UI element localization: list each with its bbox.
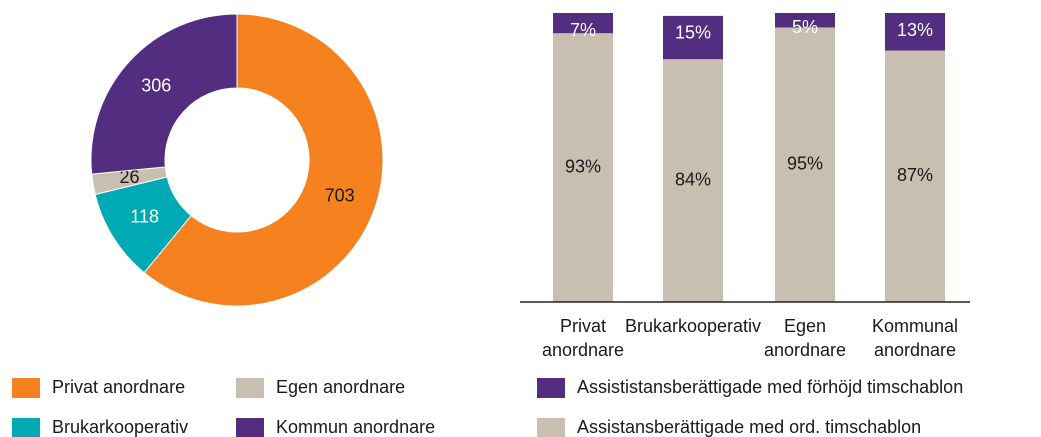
x-tick-label: Privat anordnare	[542, 316, 624, 360]
bar-segment	[553, 13, 613, 34]
bar-segment	[663, 59, 723, 302]
bar-segment	[775, 13, 835, 28]
x-tick-label: Kommunal anordnare	[872, 316, 958, 360]
legend-label: Assististansberättigade med förhöjd tims…	[577, 377, 963, 397]
bar-label: 15%	[675, 23, 711, 43]
bar-label: 84%	[675, 169, 711, 189]
legend-swatch	[12, 418, 40, 437]
legend-label: Assistansberättigade med ord. timschablo…	[577, 417, 921, 437]
bar-segment	[663, 15, 723, 60]
bar-segment	[885, 13, 945, 51]
legend-swatch	[12, 378, 40, 398]
legend-label: Egen anordnare	[276, 377, 405, 397]
legend-label: Privat anordnare	[52, 377, 185, 397]
slice-label: 26	[120, 167, 140, 187]
bar-label: 95%	[787, 153, 823, 173]
legend-swatch	[537, 418, 565, 437]
slice-label: 118	[130, 207, 159, 227]
donut-slice	[143, 13, 384, 307]
donut-slice	[90, 13, 238, 175]
legend-label: Brukarkooperativ	[52, 417, 188, 437]
x-tick-label: Brukarkooperativ	[625, 316, 761, 336]
bar-segment	[885, 50, 945, 302]
legend-swatch	[236, 378, 264, 398]
bar-label: 87%	[897, 165, 933, 185]
x-tick-label: Egen anordnare	[764, 316, 846, 360]
legend-label: Kommun anordnare	[276, 417, 435, 437]
slice-label: 306	[141, 75, 171, 95]
bar-label: 13%	[897, 20, 933, 40]
slice-label: 703	[325, 186, 355, 206]
bar-label: 7%	[570, 20, 596, 40]
bar-label: 93%	[565, 156, 601, 176]
legend-swatch	[236, 418, 264, 437]
bar-label: 5%	[792, 17, 818, 37]
legend-swatch	[537, 378, 565, 398]
bar-segment	[775, 27, 835, 302]
bar-segment	[553, 33, 613, 302]
